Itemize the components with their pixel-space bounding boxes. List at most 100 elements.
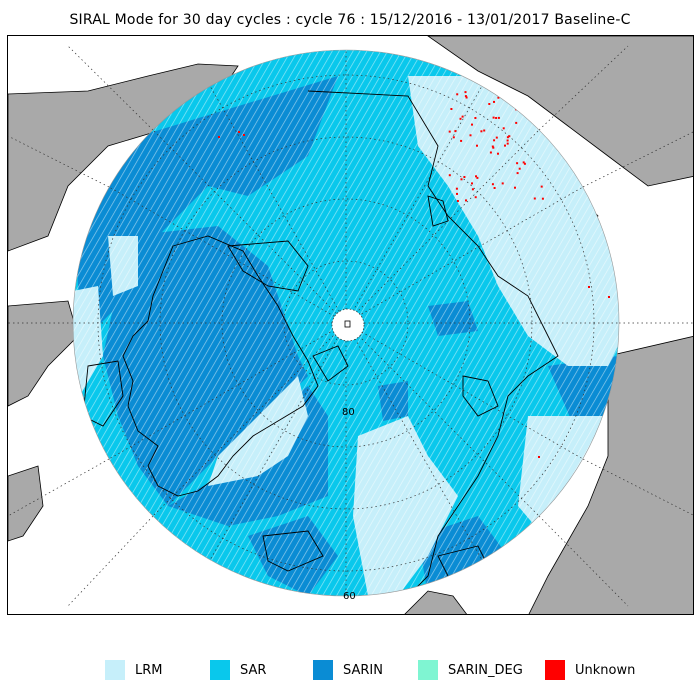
legend: LRM SAR SARIN SARIN_DEG Unknown [0,658,700,682]
map-title: SIRAL Mode for 30 day cycles : cycle 76 … [69,12,631,28]
pole-marker [344,320,351,328]
unknown-point [493,100,495,103]
unknown-point [460,178,463,181]
unknown-point [506,142,509,145]
unknown-point [469,134,472,137]
unknown-point [543,111,546,114]
unknown-point [452,136,455,139]
legend-swatch-sar [210,660,230,680]
unknown-point [491,145,494,148]
unknown-point [510,100,513,103]
coastlines [82,90,559,596]
unknown-point [448,130,451,133]
unknown-point [238,131,240,133]
unknown-point [497,152,499,155]
unknown-point [532,107,535,109]
unknown-point [501,182,504,185]
legend-swatch-lrm [105,660,125,680]
outer-graticule [8,45,693,607]
disk-outline [72,49,620,597]
unknown-point [608,296,610,298]
unknown-point [465,96,468,99]
unknown-point [460,139,463,142]
unknown-point [480,130,483,133]
legend-item-unknown: Unknown [545,658,635,682]
unknown-point [493,187,496,189]
unknown-point [540,185,543,188]
legend-item-sarin: SARIN [313,658,383,682]
unknown-point [518,167,521,170]
legend-label-unknown: Unknown [575,662,636,678]
unknown-point [489,151,492,154]
latitude-label-60: 60 [343,591,356,602]
legend-label-lrm: LRM [135,662,163,678]
unknown-point [588,286,590,288]
polar-map-canvas: 80 60 [8,36,693,614]
unknown-point [471,123,473,126]
unknown-point [464,95,467,98]
unknown-point [450,108,453,110]
unknown-point [476,176,479,179]
unknown-point [533,197,536,200]
unknown-point [515,121,518,124]
unknown-point [543,126,546,129]
unknown-point [475,175,477,178]
unknown-point [463,176,466,178]
unknown-point [502,127,505,130]
unknown-point [522,105,525,108]
legend-item-sarin-deg: SARIN_DEG [418,658,523,682]
unknown-point [243,134,245,136]
unknown-point [492,116,495,119]
legend-swatch-unknown [545,660,565,680]
legend-swatch-sarin [313,660,333,680]
unknown-point [506,136,509,139]
legend-item-sar: SAR [210,658,266,682]
unknown-point [471,188,474,191]
unknown-point [504,144,506,147]
unknown-point [474,196,477,199]
unknown-point [488,103,491,105]
legend-label-sar: SAR [240,662,267,678]
unknown-point [459,117,462,120]
unknown-point [503,93,506,96]
unknown-point [471,182,473,185]
legend-item-lrm: LRM [105,658,163,682]
unknown-point [527,106,530,108]
polar-map: 80 60 [7,35,694,615]
unknown-point [448,174,451,177]
unknown-point [218,136,220,138]
unknown-point [522,161,525,164]
unknown-point [506,139,509,142]
unknown-point [474,117,477,119]
unknown-point [483,129,486,132]
unknown-point [456,192,458,195]
unknown-point [541,197,544,200]
unknown-point [491,183,494,186]
unknown-point [456,93,459,96]
unknown-point [538,456,540,458]
pole-hole [331,308,365,342]
unknown-point [513,99,516,102]
unknown-point [523,162,526,165]
unknown-point [454,130,457,133]
unknown-point [464,91,467,94]
unknown-point [456,200,459,202]
unknown-point [508,135,511,138]
unknown-point [516,162,519,165]
unknown-point [492,146,495,149]
unknown-point [493,139,496,142]
unknown-point [495,117,498,119]
unknown-point [497,116,500,119]
legend-label-sarin: SARIN [343,662,383,678]
legend-label-sarin-deg: SARIN_DEG [448,662,523,678]
unknown-point [514,186,516,189]
unknown-point [495,136,498,139]
unknown-point [461,115,464,118]
unknown-point [465,199,467,202]
unknown-point [537,120,540,123]
latitude-label-80: 80 [342,407,355,418]
unknown-point [497,96,500,99]
graticule [73,50,619,596]
unknown-point [476,144,478,147]
unknown-point [516,172,519,175]
